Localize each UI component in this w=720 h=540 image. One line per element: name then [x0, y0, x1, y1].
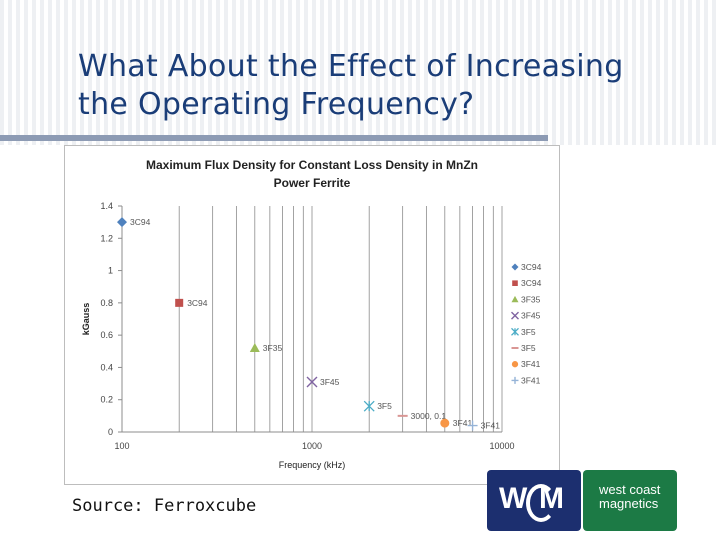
x-tick-label: 100: [114, 441, 129, 451]
data-point-label: 3F41: [481, 421, 501, 431]
wcm-logo: W M: [487, 470, 581, 531]
y-tick-label: 0.4: [100, 362, 113, 372]
data-point-triangle: [249, 343, 260, 353]
data-point-plus: [467, 420, 478, 431]
legend-marker-plus: [511, 376, 519, 384]
logo-text-line-1: west coast: [599, 482, 661, 497]
y-tick-label: 0.6: [100, 330, 113, 340]
logo-text-line-2: magnetics: [599, 496, 659, 511]
data-point-square: [175, 298, 184, 307]
y-axis-label: kGauss: [81, 303, 91, 336]
x-tick-label: 10000: [489, 441, 514, 451]
data-point-star: [363, 400, 375, 412]
chart-title-line-1: Maximum Flux Density for Constant Loss D…: [146, 158, 478, 172]
y-tick-label: 1.2: [100, 233, 113, 243]
chart-frame: Maximum Flux Density for Constant Loss D…: [64, 145, 560, 485]
source-caption: Source: Ferroxcube: [72, 496, 257, 516]
data-point-label: 3000, 0.1: [411, 411, 447, 421]
y-tick-label: 0.2: [100, 395, 113, 405]
slide-title-line-2: the Operating Frequency?: [78, 87, 475, 122]
title-rule: [0, 135, 548, 141]
legend-label: 3F5: [521, 343, 536, 353]
slide-title-line-1: What About the Effect of Increasing: [78, 49, 624, 84]
legend-marker-square: [512, 280, 518, 286]
legend-label: 3C94: [521, 278, 542, 288]
data-point-x: [306, 376, 318, 388]
flux-density-chart: Maximum Flux Density for Constant Loss D…: [81, 158, 542, 470]
data-point-label: 3F35: [263, 343, 283, 353]
legend-label: 3F5: [521, 327, 536, 337]
data-point-label: 3F45: [320, 377, 340, 387]
west-coast-magnetics-logo: west coast magnetics: [583, 470, 677, 531]
legend-marker-triangle: [511, 295, 519, 303]
legend-marker-diamond: [511, 263, 519, 271]
legend-label: 3C94: [521, 262, 542, 272]
x-tick-label: 1000: [302, 441, 322, 451]
wcm-logo-m: M: [539, 482, 564, 515]
legend-marker-circle: [511, 361, 519, 368]
y-tick-label: 1.4: [100, 201, 113, 211]
y-tick-label: 0.8: [100, 298, 113, 308]
legend-label: 3F41: [521, 375, 541, 385]
data-point-label: 3C94: [130, 217, 151, 227]
slide-title: What About the Effect of Increasing the …: [78, 48, 698, 124]
legend-label: 3F45: [521, 311, 541, 321]
wcm-logo-c-arc: [526, 484, 556, 522]
wcm-logo-w: W: [499, 482, 527, 515]
data-point-circle: [440, 418, 450, 428]
data-point-label: 3F5: [377, 401, 392, 411]
x-axis-label: Frequency (kHz): [279, 460, 346, 470]
data-point-label: 3F41: [453, 418, 473, 428]
data-point-label: 3C94: [187, 298, 208, 308]
legend-marker-star: [511, 327, 519, 336]
legend-label: 3F41: [521, 359, 541, 369]
y-tick-label: 1: [108, 266, 113, 276]
y-tick-label: 0: [108, 427, 113, 437]
legend-label: 3F35: [521, 294, 541, 304]
header-background: [0, 0, 720, 145]
chart-title-line-2: Power Ferrite: [274, 176, 351, 190]
data-point-diamond: [117, 217, 127, 228]
legend-marker-x: [511, 311, 519, 320]
